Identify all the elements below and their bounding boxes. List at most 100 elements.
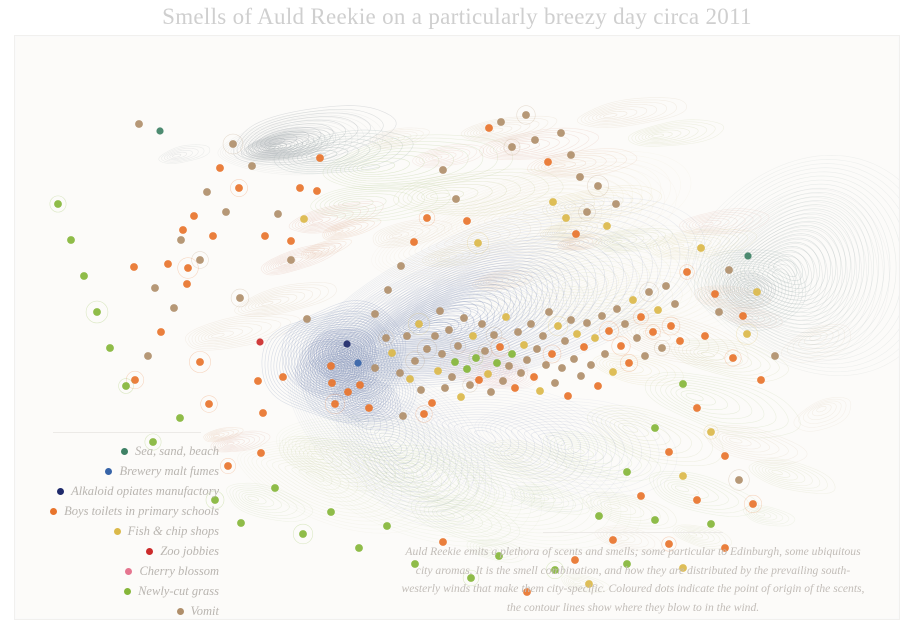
smell-origin-dot[interactable] xyxy=(649,328,657,336)
smell-origin-dot[interactable] xyxy=(508,350,516,358)
smell-origin-dot[interactable] xyxy=(313,187,321,195)
smell-origin-dot[interactable] xyxy=(371,310,379,318)
smell-origin-dot[interactable] xyxy=(303,315,311,323)
smell-origin-dot[interactable] xyxy=(505,362,513,370)
smell-origin-dot[interactable] xyxy=(403,332,411,340)
smell-origin-dot[interactable] xyxy=(721,452,729,460)
smell-origin-dot[interactable] xyxy=(587,361,595,369)
smell-origin-dot[interactable] xyxy=(431,332,439,340)
smell-origin-dot[interactable] xyxy=(651,516,659,524)
smell-origin-dot[interactable] xyxy=(499,377,507,385)
smell-origin-dot[interactable] xyxy=(287,256,295,264)
smell-origin-dot[interactable] xyxy=(651,424,659,432)
legend-item[interactable]: Alkaloid opiates manufactory xyxy=(39,481,219,501)
smell-origin-dot[interactable] xyxy=(411,560,419,568)
smell-origin-dot[interactable] xyxy=(463,217,471,225)
smell-origin-dot[interactable] xyxy=(671,300,679,308)
smell-origin-dot[interactable] xyxy=(697,244,705,252)
smell-origin-dot[interactable] xyxy=(520,341,528,349)
smell-origin-dot[interactable] xyxy=(216,164,224,172)
smell-origin-dot[interactable] xyxy=(135,120,143,128)
legend-item[interactable]: Fish & chip shops xyxy=(39,521,219,541)
legend-item[interactable]: Cherry blossom xyxy=(39,561,219,581)
smell-origin-dot[interactable] xyxy=(613,305,621,313)
smell-origin-dot[interactable] xyxy=(637,492,645,500)
smell-origin-dot[interactable] xyxy=(530,373,538,381)
smell-origin-dot[interactable] xyxy=(396,369,404,377)
smell-origin-dot[interactable] xyxy=(397,262,405,270)
smell-origin-dot[interactable] xyxy=(466,381,474,389)
smell-origin-dot[interactable] xyxy=(170,304,178,312)
smell-origin-dot[interactable] xyxy=(229,140,237,148)
smell-origin-dot[interactable] xyxy=(715,308,723,316)
smell-origin-dot[interactable] xyxy=(645,288,653,296)
smell-origin-dot[interactable] xyxy=(355,544,363,552)
smell-origin-dot[interactable] xyxy=(279,373,287,381)
smell-origin-dot[interactable] xyxy=(415,320,423,328)
smell-origin-dot[interactable] xyxy=(583,208,591,216)
smell-origin-dot[interactable] xyxy=(679,472,687,480)
smell-origin-dot[interactable] xyxy=(122,382,130,390)
smell-origin-dot[interactable] xyxy=(707,428,715,436)
smell-origin-dot[interactable] xyxy=(567,151,575,159)
smell-origin-dot[interactable] xyxy=(399,412,407,420)
smell-origin-dot[interactable] xyxy=(467,574,475,582)
smell-origin-dot[interactable] xyxy=(411,357,419,365)
smell-origin-dot[interactable] xyxy=(383,522,391,530)
smell-origin-dot[interactable] xyxy=(472,354,480,362)
smell-origin-dot[interactable] xyxy=(144,352,152,360)
smell-origin-dot[interactable] xyxy=(475,376,483,384)
smell-origin-dot[interactable] xyxy=(554,322,562,330)
smell-origin-dot[interactable] xyxy=(536,387,544,395)
smell-origin-dot[interactable] xyxy=(562,214,570,222)
smell-origin-dot[interactable] xyxy=(438,350,446,358)
smell-origin-dot[interactable] xyxy=(448,373,456,381)
smell-origin-dot[interactable] xyxy=(548,350,556,358)
smell-origin-dot[interactable] xyxy=(567,316,575,324)
smell-origin-dot[interactable] xyxy=(441,384,449,392)
smell-origin-dot[interactable] xyxy=(261,232,269,240)
smell-origin-dot[interactable] xyxy=(493,359,501,367)
smell-origin-dot[interactable] xyxy=(551,379,559,387)
smell-origin-dot[interactable] xyxy=(156,127,164,135)
smell-origin-dot[interactable] xyxy=(287,237,295,245)
legend-item[interactable]: Zoo jobbies xyxy=(39,541,219,561)
smell-origin-dot[interactable] xyxy=(485,124,493,132)
smell-origin-dot[interactable] xyxy=(106,344,114,352)
smell-origin-dot[interactable] xyxy=(417,386,425,394)
legend-item[interactable]: Vomit xyxy=(39,601,219,619)
smell-origin-dot[interactable] xyxy=(460,314,468,322)
smell-origin-dot[interactable] xyxy=(603,222,611,230)
smell-origin-dot[interactable] xyxy=(151,284,159,292)
smell-origin-dot[interactable] xyxy=(196,256,204,264)
smell-origin-dot[interactable] xyxy=(629,296,637,304)
smell-origin-dot[interactable] xyxy=(331,400,339,408)
smell-origin-dot[interactable] xyxy=(451,358,459,366)
smell-origin-dot[interactable] xyxy=(570,355,578,363)
smell-origin-dot[interactable] xyxy=(184,264,192,272)
smell-origin-dot[interactable] xyxy=(735,476,743,484)
smell-origin-dot[interactable] xyxy=(621,320,629,328)
smell-origin-dot[interactable] xyxy=(256,338,264,346)
smell-origin-dot[interactable] xyxy=(452,195,460,203)
smell-origin-dot[interactable] xyxy=(605,327,613,335)
smell-origin-dot[interactable] xyxy=(445,326,453,334)
smell-origin-dot[interactable] xyxy=(771,352,779,360)
smell-origin-dot[interactable] xyxy=(296,184,304,192)
smell-origin-dot[interactable] xyxy=(183,280,191,288)
smell-origin-dot[interactable] xyxy=(67,236,75,244)
legend-item[interactable]: Boys toilets in primary schools xyxy=(39,501,219,521)
smell-origin-dot[interactable] xyxy=(623,468,631,476)
smell-origin-dot[interactable] xyxy=(739,312,747,320)
smell-origin-dot[interactable] xyxy=(224,462,232,470)
smell-origin-dot[interactable] xyxy=(729,354,737,362)
smell-origin-dot[interactable] xyxy=(721,544,729,552)
smell-origin-dot[interactable] xyxy=(557,129,565,137)
smell-origin-dot[interactable] xyxy=(591,334,599,342)
smell-origin-dot[interactable] xyxy=(744,252,752,260)
smell-origin-dot[interactable] xyxy=(436,307,444,315)
smell-origin-dot[interactable] xyxy=(502,313,510,321)
smell-origin-dot[interactable] xyxy=(54,200,62,208)
smell-origin-dot[interactable] xyxy=(439,166,447,174)
smell-origin-dot[interactable] xyxy=(149,438,157,446)
